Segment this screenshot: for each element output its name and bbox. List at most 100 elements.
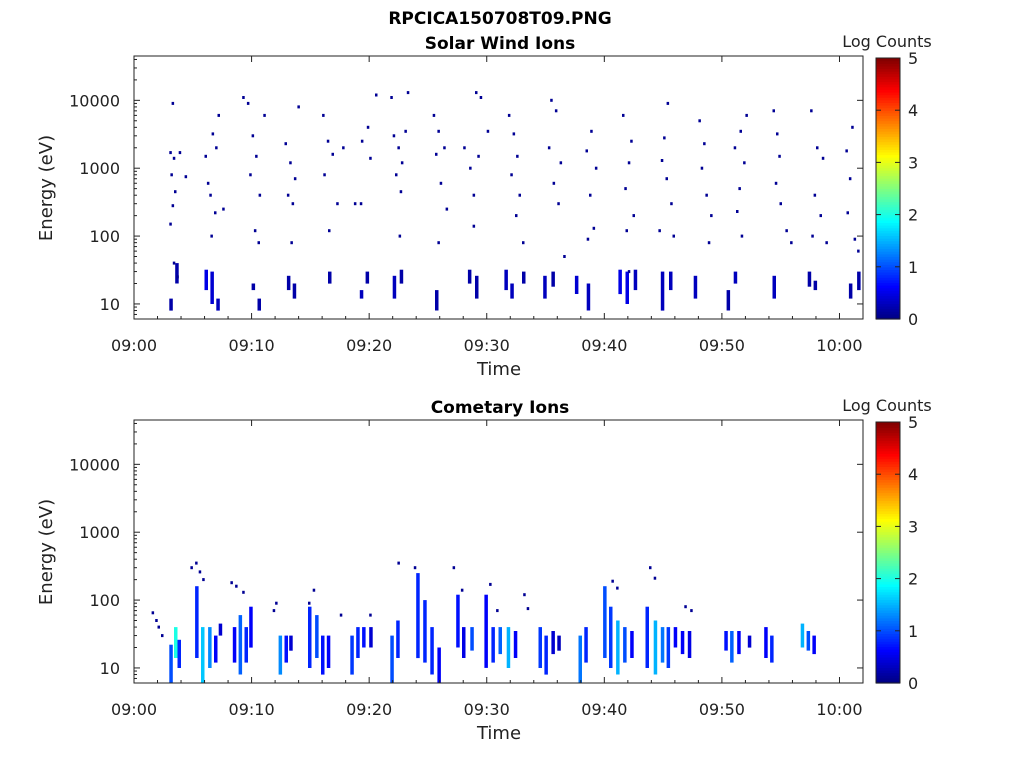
count-bin [584, 627, 588, 663]
colorbar-segment [876, 81, 900, 85]
count-bin [443, 146, 446, 150]
count-bin [518, 193, 521, 197]
colorbar-segment [876, 531, 900, 535]
colorbar-segment [876, 440, 900, 444]
count-bin [693, 275, 698, 299]
count-bin [257, 241, 260, 245]
count-bin [360, 139, 364, 143]
y-tick-label: 100 [89, 227, 120, 246]
count-bin [785, 229, 788, 233]
count-bin [811, 234, 814, 238]
count-bin [275, 601, 278, 605]
colorbar-segment [876, 165, 900, 169]
colorbar-segment [876, 479, 900, 483]
colorbar-segment [876, 217, 900, 221]
colorbar-segment [876, 84, 900, 88]
x-tick-label: 09:10 [229, 336, 275, 355]
colorbar-segment [876, 118, 900, 122]
colorbar-segment [876, 251, 900, 255]
count-bin [672, 234, 675, 238]
count-bin [246, 101, 250, 105]
count-bin [522, 271, 526, 284]
count-bin [312, 588, 316, 592]
colorbar-segment [876, 636, 900, 640]
x-tick-label: 09:00 [111, 336, 157, 355]
count-bin [369, 156, 372, 160]
count-bin [630, 139, 633, 143]
colorbar-segment [876, 201, 900, 205]
count-bin [479, 96, 483, 99]
count-bin [486, 129, 490, 133]
count-bin [484, 594, 488, 668]
count-bin [653, 620, 658, 675]
colorbar-segment [876, 144, 900, 148]
count-bin [257, 298, 261, 311]
colorbar-segment [876, 620, 900, 624]
count-bin [315, 615, 319, 658]
y-tick-label: 100 [89, 591, 120, 610]
colorbar-segment [876, 458, 900, 462]
count-bin [204, 269, 208, 291]
count-bin [171, 101, 175, 105]
colorbar-segment [876, 427, 900, 431]
colorbar-segment [876, 615, 900, 619]
colorbar-segment [876, 432, 900, 436]
count-bin [510, 283, 514, 299]
colorbar-segment [876, 243, 900, 247]
colorbar-segment [876, 99, 900, 103]
count-bin [550, 98, 553, 102]
colorbar-segment [876, 245, 900, 250]
count-bin [289, 161, 292, 165]
colorbar-segment [876, 450, 900, 454]
colorbar-segment [876, 277, 900, 281]
colorbar-segment [876, 185, 900, 190]
colorbar-segment [876, 607, 900, 611]
count-bin [251, 283, 256, 291]
count-bin [660, 271, 665, 311]
count-bin [557, 202, 560, 206]
count-bin [456, 594, 460, 648]
count-bin [169, 644, 173, 683]
colorbar-segment [876, 91, 900, 96]
count-bin [586, 237, 590, 241]
panel-cometary: Cometary Ions 09:00 09:10 09:20 09:30 09:40 0… [36, 396, 932, 744]
colorbar-segment [876, 107, 900, 111]
count-bin [251, 134, 255, 138]
colorbar-tick-label: 5 [908, 413, 918, 432]
colorbar-segment [876, 539, 900, 543]
colorbar-segment [876, 222, 900, 226]
colorbar-tick-label: 0 [908, 674, 918, 693]
colorbar-segment [876, 638, 900, 642]
colorbar-segment [876, 523, 900, 527]
count-bin [435, 290, 439, 311]
count-bin [222, 207, 225, 211]
colorbar-segment [876, 547, 900, 551]
count-bin [623, 627, 627, 663]
colorbar-segment [876, 448, 900, 452]
count-bin [390, 96, 393, 99]
count-bin [625, 229, 628, 233]
count-bin [238, 615, 243, 675]
colorbar-segment [876, 120, 900, 124]
count-bin [469, 166, 472, 170]
count-bin [665, 177, 668, 181]
count-bin [399, 269, 404, 284]
count-bin [321, 635, 325, 675]
count-bin [290, 241, 293, 245]
count-bin [627, 161, 631, 165]
colorbar-segment [876, 500, 900, 504]
count-bin [507, 113, 511, 117]
colorbar-segment [876, 484, 900, 488]
count-bin [559, 161, 563, 165]
x-tick-label: 09:50 [699, 336, 745, 355]
colorbar-segment [876, 157, 900, 161]
count-bin [472, 224, 476, 228]
colorbar-tick-label: 3 [908, 153, 918, 172]
colorbar-segment [876, 643, 900, 648]
axis-ticks: 09:00 09:10 09:20 09:30 09:40 09:50 10:00 10 100… [69, 420, 864, 719]
panel-solar-wind: Solar Wind Ions 09:00 09:10 09:20 09:30 09:4… [36, 32, 932, 380]
count-bin [633, 269, 638, 291]
colorbar-segment [876, 125, 900, 130]
count-bin [772, 275, 776, 299]
colorbar-segment [876, 298, 900, 302]
